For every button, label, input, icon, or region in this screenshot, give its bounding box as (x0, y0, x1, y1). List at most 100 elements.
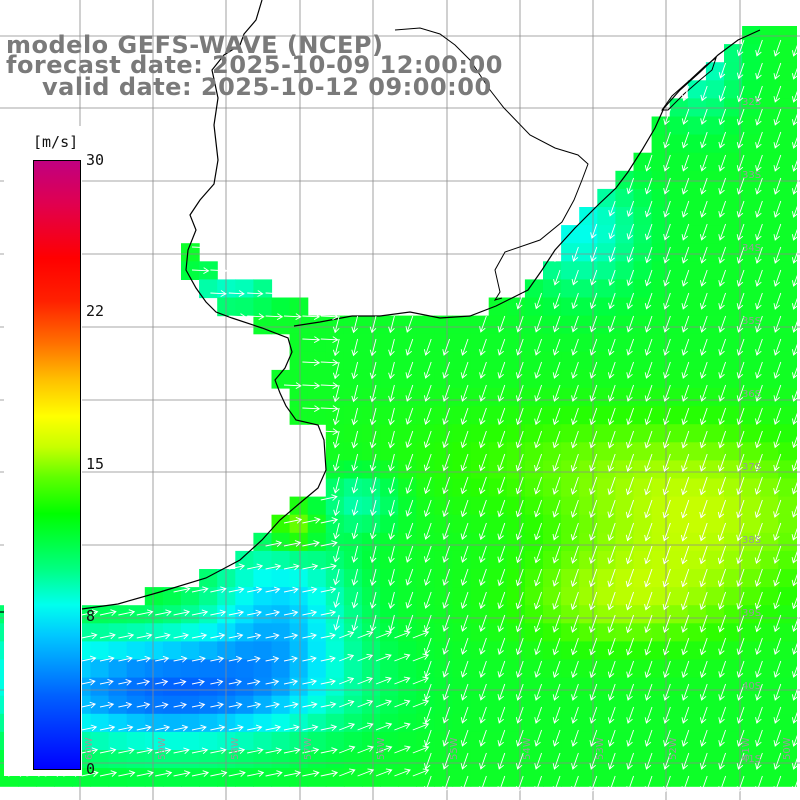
wind-speed-cell (380, 369, 399, 389)
wind-arrow (663, 729, 671, 747)
wind-speed-cell (543, 514, 562, 534)
wind-arrow (460, 430, 469, 449)
wind-arrow (682, 85, 690, 102)
wind-arrow (479, 706, 487, 724)
wind-arrow (81, 655, 97, 663)
wind-arrow (553, 269, 561, 286)
wind-arrow (736, 200, 745, 218)
wind-arrow (155, 679, 169, 686)
wind-speed-cell (362, 514, 381, 534)
wind-speed-cell (705, 243, 725, 262)
wind-arrow (552, 591, 561, 610)
wind-arrow (773, 430, 782, 449)
wind-arrow (791, 752, 800, 770)
wind-arrow (369, 453, 377, 472)
wind-arrow (423, 545, 432, 563)
wind-arrow (773, 568, 782, 587)
wind-speed-cell (778, 514, 797, 534)
wind-arrow (552, 637, 561, 656)
wind-arrow (699, 384, 708, 402)
wind-speed-cell (615, 623, 635, 642)
colorbar-tick-0: 0 (86, 760, 96, 778)
wind-speed-cell (543, 351, 562, 371)
wind-speed-cell (398, 659, 417, 679)
wind-speed-cell (760, 550, 779, 570)
wind-speed-cell (724, 532, 743, 552)
wind-arrow (663, 223, 671, 241)
wind-arrow (320, 609, 337, 617)
wind-speed-cell (506, 460, 526, 480)
wind-speed-cell (615, 641, 635, 661)
wind-arrow (394, 699, 411, 708)
wind-speed-cell (416, 731, 435, 751)
wind-arrow (191, 770, 210, 777)
wind-speed-cell (398, 369, 417, 389)
wind-speed-cell (579, 532, 598, 552)
wind-arrow (210, 290, 227, 297)
wind-arrow (173, 655, 188, 663)
wind-arrow (497, 568, 506, 587)
wind-speed-cell (181, 659, 200, 679)
wind-speed-cell (760, 261, 779, 280)
wind-arrow (460, 453, 469, 472)
wind-arrow (718, 154, 727, 172)
wind-speed-cell (343, 388, 363, 407)
wind-speed-cell (380, 641, 399, 661)
wind-speed-cell (724, 605, 743, 624)
wind-speed-cell (687, 261, 707, 280)
wind-speed-cell (687, 659, 707, 679)
wind-speed-cell (325, 605, 345, 624)
wind-arrow (191, 609, 209, 617)
wind-speed-cell (488, 569, 508, 588)
wind-speed-cell (343, 315, 363, 335)
wind-speed-cell (199, 750, 218, 769)
wind-arrow (442, 637, 451, 655)
wind-speed-cell (742, 116, 761, 136)
wind-speed-cell (524, 659, 544, 679)
wind-speed-cell (543, 695, 562, 715)
wind-arrow (736, 614, 745, 633)
wind-arrow (699, 614, 708, 633)
wind-speed-cell (543, 297, 562, 317)
wind-arrow (736, 384, 745, 402)
wind-speed-cell (615, 424, 635, 443)
wind-arrow (320, 517, 339, 524)
wind-arrow (773, 545, 782, 564)
wind-arrow (210, 609, 227, 617)
wind-speed-cell (669, 695, 689, 715)
wind-speed-cell (597, 351, 616, 371)
wind-speed-cell (742, 713, 761, 733)
wind-arrow (424, 752, 432, 770)
wind-arrow (412, 630, 430, 639)
wind-speed-cell (398, 496, 417, 516)
wind-speed-cell (597, 587, 616, 606)
wind-speed-cell (597, 623, 616, 642)
wind-speed-cell (488, 424, 508, 443)
wind-speed-cell (307, 659, 327, 679)
wind-arrow (479, 775, 487, 793)
wind-speed-cell (488, 496, 508, 516)
wind-speed-cell (724, 80, 743, 99)
wind-arrow (625, 614, 635, 634)
wind-arrow (442, 361, 451, 379)
wind-speed-cell (434, 677, 454, 697)
wind-arrow (191, 586, 209, 593)
wind-speed-cell (687, 134, 707, 154)
wind-speed-cell (289, 605, 309, 624)
wind-arrow (99, 655, 115, 663)
wind-arrow (479, 499, 487, 518)
wind-arrow (736, 246, 745, 264)
wind-speed-cell (162, 659, 182, 679)
wind-speed-cell (742, 550, 761, 570)
wind-arrow (497, 775, 506, 793)
wind-arrow (405, 591, 414, 609)
wind-speed-cell (543, 605, 562, 624)
wind-arrow (534, 292, 543, 310)
wind-arrow (755, 361, 763, 379)
wind-arrow (283, 770, 302, 777)
wind-arrow (118, 724, 134, 732)
wind-arrow (497, 752, 506, 770)
wind-arrow (644, 315, 653, 333)
wind-arrow (412, 699, 430, 708)
wind-speed-cell (380, 315, 399, 335)
